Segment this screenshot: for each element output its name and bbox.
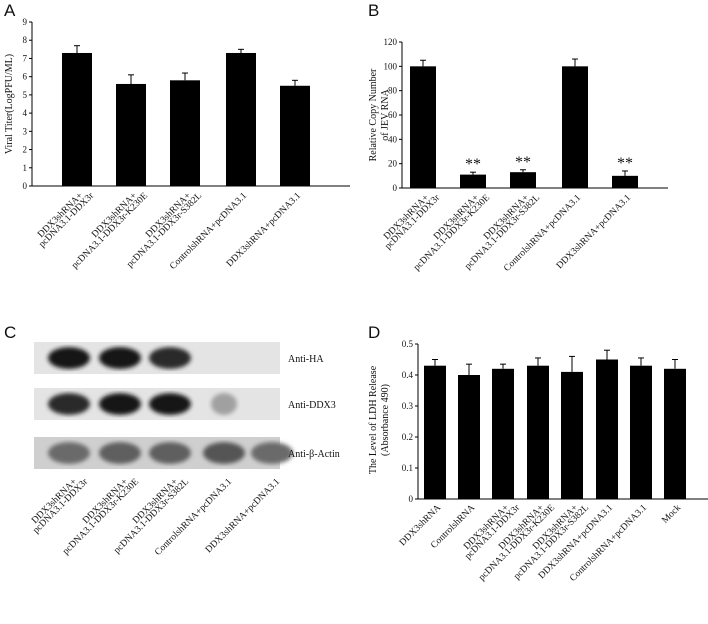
y-tick-label: 7 (23, 53, 28, 63)
blot-row-label: Anti-DDX3 (288, 400, 336, 411)
y-tick-label: 0 (23, 181, 28, 191)
blot-band (99, 347, 141, 369)
bar (561, 371, 583, 499)
bar (562, 66, 588, 188)
y-tick-label: 120 (384, 37, 398, 47)
bar (458, 375, 480, 499)
y-tick-label: 6 (23, 72, 28, 82)
y-tick-label: 5 (23, 90, 28, 100)
y-tick-label: 0 (393, 183, 398, 193)
y-tick-label: 2 (23, 145, 28, 155)
y-tick-label: 0.1 (402, 463, 413, 473)
bar (116, 83, 146, 186)
bar (612, 175, 638, 188)
y-tick-label: 1 (23, 163, 28, 173)
blot-band (211, 393, 237, 415)
y-tick-label: 0.5 (402, 339, 414, 349)
blot-row-label: Anti-β-Actin (288, 449, 340, 460)
y-axis-label: (Absorbance 490) (380, 384, 391, 456)
blot-band (149, 393, 191, 415)
y-tick-label: 60 (388, 110, 398, 120)
y-tick-label: 8 (23, 35, 28, 45)
bar (226, 52, 256, 186)
blot-band (203, 442, 245, 464)
blot-band (48, 442, 90, 464)
y-tick-label: 0.3 (402, 401, 414, 411)
bar (170, 80, 200, 186)
bar (664, 368, 686, 499)
significance-marker: ** (617, 155, 633, 172)
bar (424, 365, 446, 499)
y-axis-label: Viral Titer(LogPFU/ML) (4, 54, 15, 154)
bar (510, 172, 536, 188)
blot-band (48, 393, 90, 415)
y-tick-label: 0.4 (402, 370, 414, 380)
y-tick-label: 4 (23, 108, 28, 118)
y-tick-label: 3 (23, 126, 28, 136)
blot-band (251, 442, 293, 464)
blot-band (149, 347, 191, 369)
significance-marker: ** (465, 156, 481, 173)
blot-band (149, 442, 191, 464)
bar (630, 365, 652, 499)
y-tick-label: 0.2 (402, 432, 413, 442)
y-tick-label: 9 (23, 17, 28, 27)
y-tick-label: 0 (409, 494, 414, 504)
blot-row-label: Anti-HA (288, 354, 324, 365)
bar (62, 52, 92, 186)
bar (527, 365, 549, 499)
bar (280, 85, 310, 186)
bar (596, 359, 618, 499)
lane-label: pcDNA3.1-DDX3r (31, 476, 90, 535)
panel-b-letter: B (368, 1, 379, 20)
blot-band (99, 442, 141, 464)
blot-band (99, 393, 141, 415)
bar (492, 368, 514, 499)
y-tick-label: 40 (388, 134, 398, 144)
y-tick-label: 20 (388, 159, 398, 169)
panel-a-letter: A (4, 1, 16, 20)
y-tick-label: 100 (384, 61, 398, 71)
y-axis-label: The Level of LDH Release (368, 365, 379, 474)
chart-d: 0 0.1 0.2 0.3 0.4 0.5 The Level of LDH Release… (368, 339, 708, 584)
chart-b: 0 20 40 60 80 100 120 Relative Copy Number of JE… (368, 37, 668, 274)
panel-d-letter: D (368, 323, 380, 342)
blot-band (48, 347, 90, 369)
y-axis-label: of JEV RNA (380, 88, 391, 140)
panel-c-letter: C (4, 323, 16, 342)
category-label: Mock (660, 503, 683, 526)
bar (460, 174, 486, 188)
y-axis-label: Relative Copy Number (368, 68, 379, 161)
category-label: pcDNA3.1-DDX3r (37, 190, 96, 249)
significance-marker: ** (515, 154, 531, 171)
y-tick-label: 80 (388, 86, 398, 96)
western-blot-c: Anti-HAAnti-DDX3Anti-β-ActinDDX3shRNA+pc… (30, 342, 340, 558)
bar (410, 66, 436, 188)
